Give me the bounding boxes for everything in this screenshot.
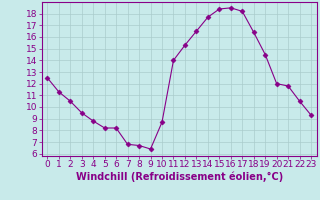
X-axis label: Windchill (Refroidissement éolien,°C): Windchill (Refroidissement éolien,°C) — [76, 172, 283, 182]
